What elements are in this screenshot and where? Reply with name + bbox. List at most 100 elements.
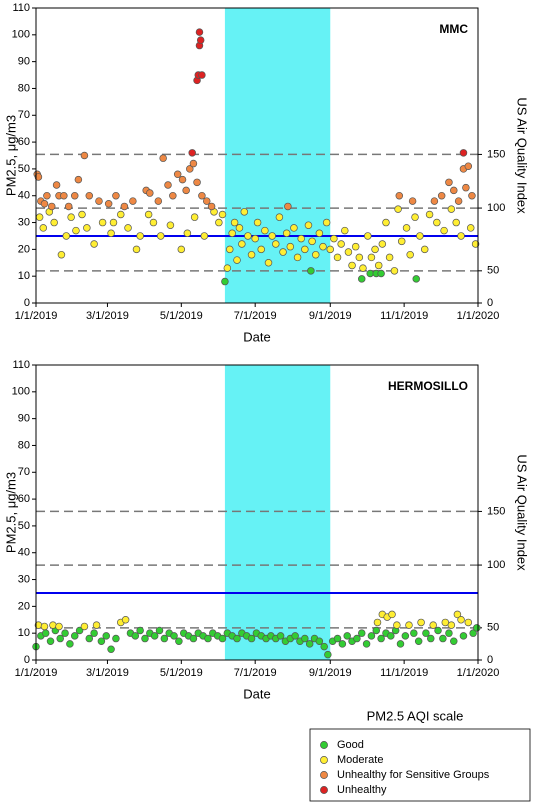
data-point bbox=[35, 213, 44, 221]
data-point bbox=[40, 622, 49, 631]
data-point bbox=[445, 178, 453, 187]
data-point bbox=[315, 637, 324, 645]
data-point bbox=[471, 240, 480, 248]
y-tick-label: 30 bbox=[18, 216, 30, 228]
data-point bbox=[290, 224, 298, 232]
data-point bbox=[173, 170, 182, 179]
y-tick-label: 50 bbox=[18, 520, 30, 532]
data-point bbox=[166, 221, 175, 229]
data-point bbox=[80, 151, 89, 160]
data-point bbox=[464, 162, 473, 170]
data-point bbox=[102, 632, 110, 640]
data-point bbox=[469, 629, 477, 637]
data-point bbox=[364, 232, 372, 240]
data-point bbox=[367, 632, 376, 640]
data-point bbox=[293, 253, 302, 262]
data-point bbox=[150, 632, 159, 640]
data-point bbox=[75, 626, 84, 635]
data-point bbox=[240, 208, 249, 216]
data-point bbox=[57, 250, 66, 259]
data-point bbox=[445, 629, 453, 637]
x-axis-label: Date bbox=[243, 686, 270, 701]
data-point bbox=[226, 245, 234, 254]
y-tick-label: 70 bbox=[18, 466, 30, 478]
data-point bbox=[107, 645, 115, 654]
data-point bbox=[55, 622, 63, 631]
y-tick-label: 40 bbox=[18, 190, 30, 202]
data-point bbox=[120, 202, 129, 211]
data-point bbox=[154, 197, 163, 205]
data-point bbox=[387, 632, 395, 640]
data-point bbox=[60, 191, 68, 200]
data-point bbox=[362, 640, 371, 648]
data-point bbox=[377, 269, 385, 278]
data-point bbox=[112, 191, 120, 200]
data-point bbox=[393, 621, 401, 629]
data-point bbox=[52, 181, 61, 189]
data-point bbox=[121, 616, 130, 624]
data-point bbox=[315, 229, 324, 238]
data-point bbox=[385, 253, 394, 262]
data-point bbox=[427, 634, 435, 643]
data-point bbox=[46, 637, 55, 645]
data-point bbox=[275, 213, 284, 221]
data-point bbox=[85, 191, 94, 200]
data-point bbox=[468, 191, 476, 200]
x-tick-label: 1/1/2020 bbox=[457, 667, 500, 679]
data-point bbox=[410, 629, 418, 637]
y-tick-label: 20 bbox=[18, 600, 30, 612]
data-point bbox=[417, 618, 425, 627]
data-point bbox=[124, 224, 132, 232]
data-point bbox=[109, 218, 118, 227]
data-point bbox=[457, 232, 465, 240]
legend-label: Moderate bbox=[337, 754, 383, 766]
data-point bbox=[457, 616, 465, 624]
y-axis-label: PM2.5, μg/m3 bbox=[3, 472, 18, 553]
data-point bbox=[284, 202, 292, 211]
legend-marker bbox=[320, 756, 328, 764]
data-point bbox=[343, 632, 351, 640]
data-point bbox=[90, 240, 98, 248]
data-point bbox=[441, 618, 450, 627]
highlight-span bbox=[224, 365, 331, 660]
data-point bbox=[175, 637, 183, 645]
data-point bbox=[223, 264, 232, 272]
data-point bbox=[50, 218, 58, 227]
data-point bbox=[221, 277, 229, 286]
data-point bbox=[160, 634, 169, 643]
data-point bbox=[452, 218, 460, 227]
data-point bbox=[437, 191, 446, 200]
legend-label: Unhealthy bbox=[337, 784, 387, 796]
data-point bbox=[411, 213, 419, 221]
data-point bbox=[450, 186, 458, 195]
data-point bbox=[188, 149, 196, 157]
data-point bbox=[215, 218, 223, 227]
data-point bbox=[373, 618, 382, 627]
data-point bbox=[247, 250, 256, 259]
y-tick-label: 100 bbox=[12, 29, 30, 41]
y-tick-label: 50 bbox=[18, 163, 30, 175]
data-point bbox=[247, 634, 256, 643]
y2-tick-label: 100 bbox=[487, 559, 505, 571]
y2-tick-label: 50 bbox=[487, 622, 499, 634]
x-tick-label: 5/1/2019 bbox=[160, 310, 203, 322]
x-tick-label: 11/1/2019 bbox=[380, 310, 428, 322]
data-point bbox=[447, 621, 456, 629]
data-point bbox=[390, 267, 399, 275]
data-point bbox=[74, 175, 83, 184]
data-point bbox=[164, 181, 172, 189]
data-point bbox=[359, 264, 367, 272]
data-point bbox=[189, 159, 198, 168]
legend-label: Good bbox=[337, 739, 364, 751]
data-point bbox=[307, 267, 315, 275]
data-point bbox=[462, 183, 470, 192]
data-point bbox=[422, 629, 430, 637]
data-point bbox=[141, 634, 149, 643]
x-tick-label: 1/1/2020 bbox=[457, 310, 500, 322]
x-tick-label: 7/1/2019 bbox=[234, 667, 277, 679]
data-point bbox=[261, 226, 269, 235]
data-point bbox=[311, 250, 320, 259]
y2-tick-label: 150 bbox=[487, 148, 505, 160]
